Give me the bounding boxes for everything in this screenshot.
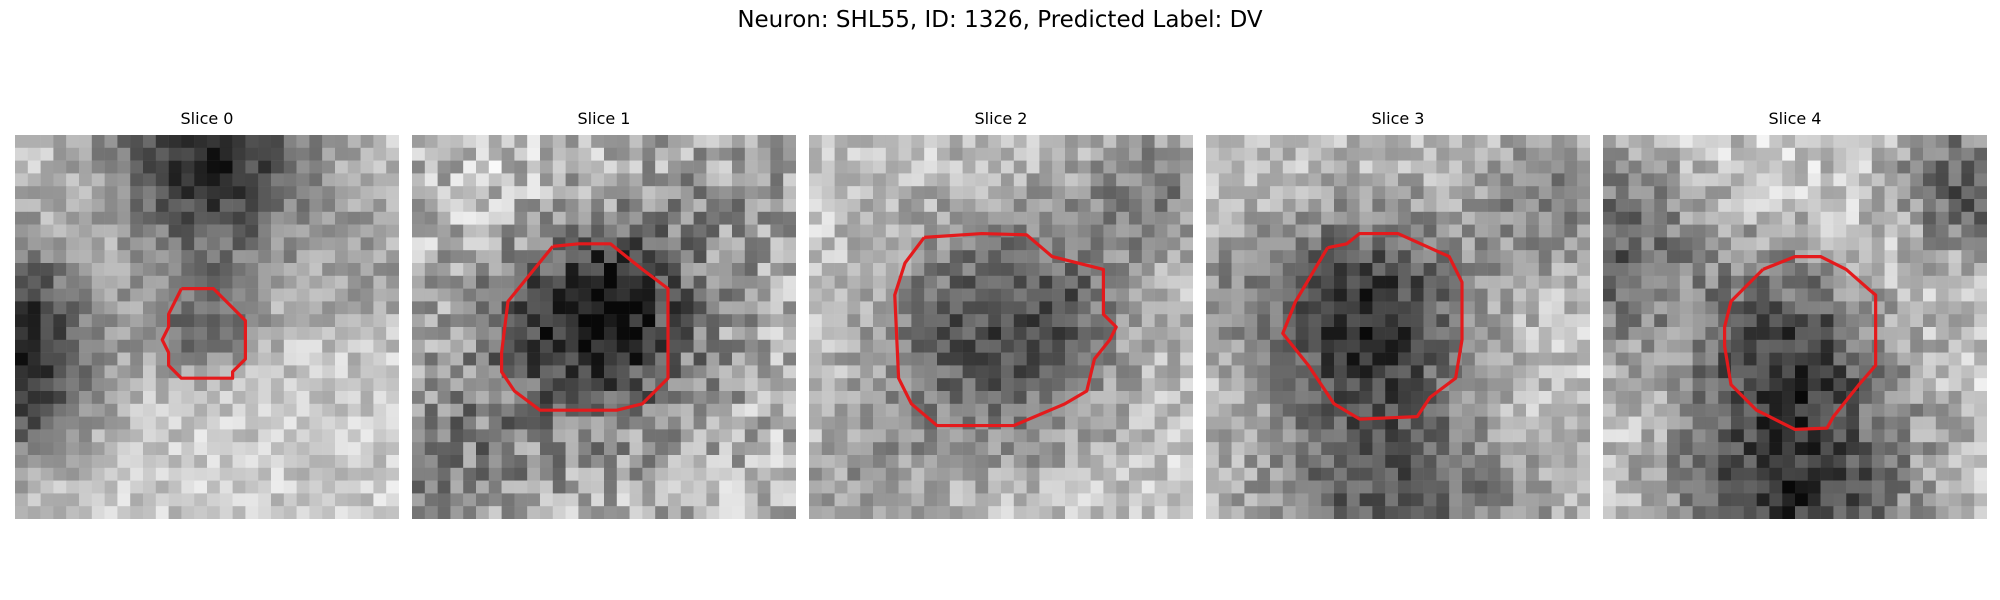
cell-contour-4 <box>1723 255 1878 432</box>
slice-image-3 <box>1206 135 1590 519</box>
cell-contour-0 <box>160 287 247 380</box>
slice-title-1: Slice 1 <box>577 109 631 128</box>
slice-image-4 <box>1603 135 1987 519</box>
slice-image-2 <box>809 135 1193 519</box>
cell-contour-1 <box>500 242 670 412</box>
figure-title: Neuron: SHL55, ID: 1326, Predicted Label… <box>737 7 1263 33</box>
slice-image-0 <box>15 135 399 519</box>
cell-contour-3 <box>1281 231 1464 421</box>
slice-title-4: Slice 4 <box>1768 109 1822 128</box>
slice-title-0: Slice 0 <box>180 109 234 128</box>
cell-contour-2 <box>893 231 1118 428</box>
slice-title-2: Slice 2 <box>974 109 1028 128</box>
slice-image-1 <box>412 135 796 519</box>
slice-title-3: Slice 3 <box>1371 109 1425 128</box>
